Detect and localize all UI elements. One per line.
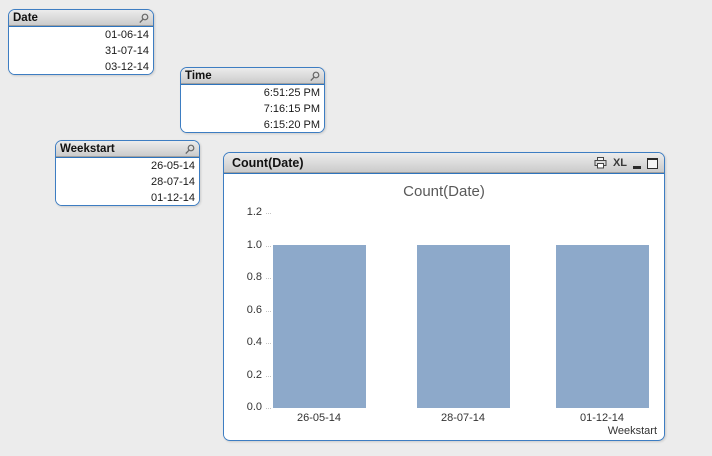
y-axis: 0.0 0.2 0.4 0.6 0.8 1.0 1.2 (224, 174, 271, 439)
search-icon[interactable] (138, 13, 149, 24)
listbox-date-values: 01-06-14 31-07-14 03-12-14 (9, 27, 153, 74)
chart-caption-toolbar: XL (594, 157, 658, 169)
maximize-icon[interactable] (647, 157, 658, 169)
search-icon[interactable] (184, 144, 195, 155)
list-item[interactable]: 7:16:15 PM (181, 101, 324, 117)
minimize-icon[interactable] (633, 157, 641, 169)
y-tick-label: 0.0 (246, 401, 262, 413)
list-item[interactable]: 26-05-14 (56, 158, 199, 174)
list-item[interactable]: 28-07-14 (56, 174, 199, 190)
y-tick-label: 1.2 (246, 206, 262, 218)
x-category-label[interactable]: 26-05-14 (296, 412, 342, 424)
listbox-time-title: Time (185, 70, 212, 82)
y-tick-label: 0.6 (246, 303, 262, 316)
y-tick-mark (266, 245, 271, 247)
listbox-time: Time 6:51:25 PM 7:16:15 PM 6:15:20 PM (180, 67, 325, 133)
search-icon[interactable] (309, 71, 320, 82)
x-category-label[interactable]: 28-07-14 (440, 412, 486, 424)
listbox-weekstart-caption[interactable]: Weekstart (56, 141, 199, 158)
excel-export-icon[interactable]: XL (612, 157, 627, 169)
print-icon[interactable] (594, 157, 607, 169)
listbox-weekstart: Weekstart 26-05-14 28-07-14 01-12-14 (55, 140, 200, 206)
list-item[interactable]: 6:51:25 PM (181, 85, 324, 101)
listbox-date-caption[interactable]: Date (9, 10, 153, 27)
list-item[interactable]: 01-06-14 (9, 27, 153, 43)
x-axis: 26-05-14 28-07-14 01-12-14 (224, 412, 664, 426)
plot-area (269, 213, 656, 408)
listbox-time-caption[interactable]: Time (181, 68, 324, 85)
chart-title: Count(Date) (403, 183, 485, 200)
y-tick-mark (266, 375, 271, 377)
listbox-date: Date 01-06-14 31-07-14 03-12-14 (8, 9, 154, 75)
x-category-label[interactable]: 01-12-14 (579, 412, 625, 424)
y-tick-mark (266, 408, 271, 409)
listbox-date-title: Date (13, 12, 38, 24)
y-tick-label: 0.2 (246, 368, 262, 381)
list-item[interactable]: 6:15:20 PM (181, 117, 324, 132)
y-tick-mark (266, 213, 271, 214)
y-tick-mark (266, 278, 271, 279)
bar-01-12-14[interactable] (555, 245, 649, 408)
y-tick-mark (266, 343, 271, 344)
listbox-weekstart-values: 26-05-14 28-07-14 01-12-14 (56, 158, 199, 205)
y-tick-label: 0.4 (246, 336, 262, 348)
bar-28-07-14[interactable] (416, 245, 510, 408)
y-tick-label: 1.0 (246, 238, 262, 251)
chart-window-title: Count(Date) (232, 156, 304, 170)
list-item[interactable]: 01-12-14 (56, 190, 199, 205)
x-axis-title: Weekstart (607, 425, 657, 437)
listbox-weekstart-title: Weekstart (60, 143, 115, 155)
listbox-time-values: 6:51:25 PM 7:16:15 PM 6:15:20 PM (181, 85, 324, 132)
chart-window-caption[interactable]: Count(Date) XL (224, 153, 664, 174)
list-item[interactable]: 31-07-14 (9, 43, 153, 59)
bar-chart: Count(Date) 0.0 0.2 0.4 0.6 0.8 1.0 1.2 26-05-… (224, 174, 664, 439)
y-tick-label: 0.8 (246, 271, 262, 283)
bar-26-05-14[interactable] (272, 245, 366, 408)
y-tick-mark (266, 310, 271, 312)
chart-window: Count(Date) XL Count(Date) 0.0 0.2 0.4 0.6 0… (223, 152, 665, 441)
list-item[interactable]: 03-12-14 (9, 59, 153, 74)
